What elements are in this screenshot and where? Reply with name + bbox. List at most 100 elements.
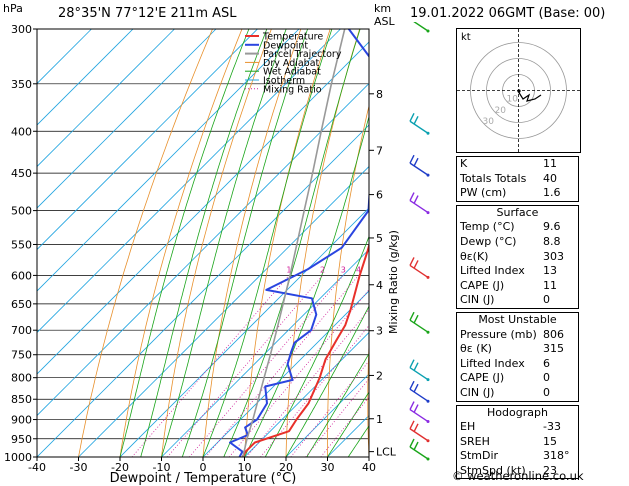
plot-area: 1 2 3 4 6 8 10 1 6 20 2 5 (37, 29, 629, 457)
wind-barb (409, 359, 430, 382)
k-index-label: K (460, 157, 468, 170)
mu-pressure-value: 806 (543, 327, 564, 341)
wet-adiabat-line (119, 29, 250, 457)
isotherm-line (37, 29, 341, 334)
km-tick-label: 3 (376, 325, 383, 338)
wind-barb (409, 257, 430, 279)
isotherm-line (37, 29, 134, 126)
most-unstable-title: Most Unstable (478, 312, 557, 326)
series-line-parcel-trajectory (242, 29, 346, 457)
mu-cape-value: 0 (543, 371, 550, 385)
km-tick-label: 5 (376, 232, 383, 245)
pw-label: PW (cm) (460, 186, 507, 200)
most-unstable-block: Most Unstable Pressure (mb) 806 θε (K) 315… (456, 311, 579, 402)
surface-cape-value: 11 (543, 278, 557, 292)
run-datetime: 19.01.2022 06GMT (Base: 00) (410, 6, 606, 21)
wind-barb (413, 22, 430, 33)
km-tick-label: 6 (376, 189, 383, 202)
legend-label: Dry Adiabat (263, 58, 320, 69)
station-location: 28°35'N 77°12'E 211m ASL (58, 6, 237, 21)
surface-li-value: 13 (543, 264, 557, 278)
isotherm-line (161, 248, 369, 457)
mu-pressure-label: Pressure (mb) (460, 327, 537, 341)
km-tick-label: 4 (376, 279, 383, 292)
pressure-tick-label: 550 (11, 238, 32, 251)
asl-unit-label: ASL (374, 15, 395, 28)
x-tick-label: 0 (200, 461, 207, 474)
km-unit-label: km (374, 2, 392, 15)
mixing-ratio-label: 1 (286, 265, 291, 274)
pressure-tick-label: 600 (11, 269, 32, 282)
hpa-unit-label: hPa (3, 2, 23, 15)
hodograph-ring (470, 42, 567, 139)
isotherm-line (285, 373, 369, 457)
pressure-tick-label: 950 (11, 433, 32, 446)
mixing-ratio-line (246, 308, 369, 457)
pressure-tick-label: 650 (11, 298, 32, 311)
x-tick-label: -20 (111, 461, 129, 474)
dry-adiabat-line (619, 29, 629, 457)
km-tick-label: LCL (376, 446, 397, 459)
pressure-tick-label: 450 (11, 167, 32, 180)
wet-adiabat-line (285, 305, 369, 457)
wet-adiabat-line (202, 29, 333, 457)
wet-adiabat-line (264, 235, 369, 457)
stmdir-label: StmDir (460, 449, 499, 463)
dry-adiabat-line (327, 104, 369, 457)
wet-adiabat-line (181, 29, 308, 457)
mu-li-label: Lifted Index (460, 356, 525, 370)
hodograph: kt 10 20 30 (456, 28, 581, 153)
wind-barb-panel (409, 22, 430, 461)
legend-label: Dewpoint (263, 40, 308, 51)
mixing-ratio-line (189, 275, 344, 457)
km-tick-label: 2 (376, 369, 383, 382)
mixing-ratio-label: 2 (320, 265, 325, 274)
dry-adiabat-line (367, 336, 369, 457)
pw-value: 1.6 (543, 186, 561, 200)
sreh-label: SREH (460, 434, 490, 448)
wind-barb (409, 438, 430, 461)
dry-adiabat-line (119, 29, 243, 457)
mixing-ratio-label: 3 (341, 265, 346, 274)
isotherm-line (37, 124, 369, 457)
pressure-tick-label: 400 (11, 125, 32, 138)
isotherm-line (37, 82, 369, 417)
wet-adiabat-line (327, 391, 369, 457)
wind-barb (409, 401, 430, 424)
wind-barb (409, 154, 430, 177)
mixing-ratio-line (131, 275, 290, 457)
legend-label: Wet Adiabat (263, 67, 321, 78)
x-tick-label: 20 (279, 461, 293, 474)
dry-adiabat-line (586, 29, 618, 457)
series-line-dewpoint (229, 29, 369, 457)
isotherm-line (78, 165, 369, 457)
k-index-value: 11 (543, 157, 557, 170)
hodograph-ring (486, 58, 551, 123)
wet-adiabat-line (306, 352, 369, 457)
stmspd-value: 23 (543, 463, 557, 477)
basic-indices-block: K 11 Totals Totals 40 PW (cm) 1.6 (456, 156, 579, 202)
wind-barb (409, 311, 430, 334)
totals-totals-label: Totals Totals (460, 171, 527, 185)
stmdir-value: 318° (543, 449, 570, 463)
mixing-ratio-line (228, 289, 369, 457)
pressure-tick-label: 800 (11, 372, 32, 385)
mixing-ratio-line (205, 275, 359, 457)
mixing-ratio-axis-label: Mixing Ratio (g/kg) (387, 230, 400, 334)
surface-block: Surface Temp (°C) 9.6 Dewp (°C) 8.8 θε(K) 3… (456, 204, 579, 309)
mu-cin-value: 0 (543, 385, 550, 399)
stmspd-label: StmSpd (kt) (460, 463, 526, 477)
pressure-tick-label: 750 (11, 349, 32, 362)
isotherm-line (37, 29, 300, 292)
mixing-ratio-line (290, 360, 369, 457)
wind-barb (409, 380, 430, 403)
series-line-temperature (241, 242, 369, 457)
eh-value: -33 (543, 420, 561, 434)
mu-theta-value: 315 (543, 342, 564, 356)
dry-adiabat-line (202, 29, 302, 457)
stability-indices-table: K 11 Totals Totals 40 PW (cm) 1.6 Surface T… (456, 156, 579, 482)
wind-barb (409, 192, 430, 215)
pressure-tick-label: 900 (11, 414, 32, 427)
wind-barb (409, 112, 430, 135)
legend-label: Parcel Trajectory (263, 49, 342, 60)
